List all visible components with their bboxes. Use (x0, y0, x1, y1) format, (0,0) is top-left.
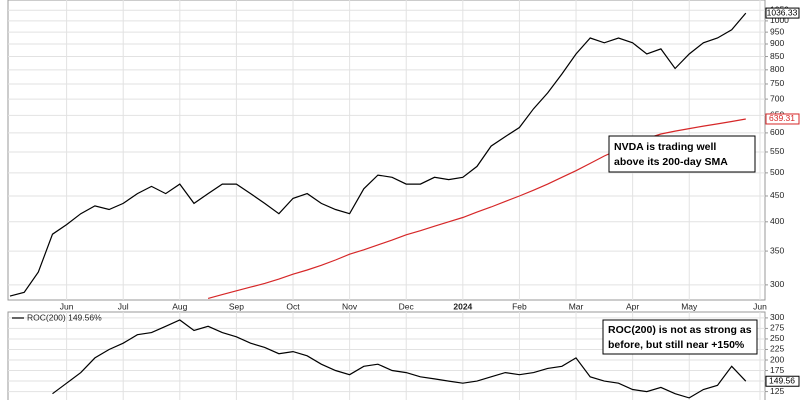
y-tick-label: 275 (770, 323, 784, 333)
x-tick-label: May (681, 301, 698, 311)
y-tick-label: 350 (770, 245, 784, 255)
x-tick-label: Apr (626, 301, 639, 311)
series-line (52, 319, 747, 399)
y-tick-label: 500 (770, 167, 784, 177)
last-value-label: 1036.33 (767, 7, 798, 17)
y-tick-label: 600 (770, 127, 784, 137)
last-value-label: 639.31 (769, 113, 795, 123)
y-tick-label: 175 (770, 365, 784, 375)
y-tick-label: 550 (770, 146, 784, 156)
y-tick-label: 1000 (770, 15, 789, 25)
y-tick-label: 700 (770, 93, 784, 103)
y-tick-label: 400 (770, 216, 784, 226)
x-tick-label: Jun (60, 301, 74, 311)
x-tick-label: Nov (342, 301, 358, 311)
x-tick-label: Mar (569, 301, 584, 311)
x-tick-label: Oct (286, 301, 300, 311)
y-tick-label: 450 (770, 190, 784, 200)
y-tick-label: 800 (770, 64, 784, 74)
annotation: NVDA is trading well above its 200-day S… (608, 135, 756, 173)
y-tick-label: 900 (770, 38, 784, 48)
y-tick-label: 850 (770, 51, 784, 61)
x-tick-label: Dec (399, 301, 415, 311)
last-value-box (765, 7, 800, 19)
last-value-box (765, 375, 800, 387)
x-tick-label: 2024 (453, 301, 472, 311)
last-value-label: 149.56 (769, 375, 795, 385)
x-tick-label: Jul (118, 301, 129, 311)
annotation-line: NVDA is trading well (614, 141, 716, 153)
y-tick-label: 225 (770, 344, 784, 354)
last-value-box (765, 113, 800, 125)
series-line (9, 12, 747, 297)
annotation-line: before, but still near +150% (608, 339, 745, 351)
y-tick-label: 125 (770, 386, 784, 396)
x-tick-label: Jun (753, 301, 767, 311)
series-line (207, 118, 746, 299)
y-tick-label: 300 (770, 312, 784, 322)
annotation-line: ROC(200) is not as strong as (608, 324, 752, 336)
annotation-line: above its 200-day SMA (614, 156, 728, 168)
annotation: ROC(200) is not as strong as before, but… (602, 319, 758, 355)
y-tick-label: 250 (770, 333, 784, 343)
y-tick-label: 300 (770, 279, 784, 289)
legend-label: ROC(200) 149.56% (27, 312, 102, 322)
x-tick-label: Aug (172, 301, 187, 311)
y-tick-label: 750 (770, 78, 784, 88)
y-tick-label: 950 (770, 26, 784, 36)
y-tick-label: 200 (770, 354, 784, 364)
x-tick-label: Feb (512, 301, 527, 311)
x-tick-label: Sep (229, 301, 244, 311)
